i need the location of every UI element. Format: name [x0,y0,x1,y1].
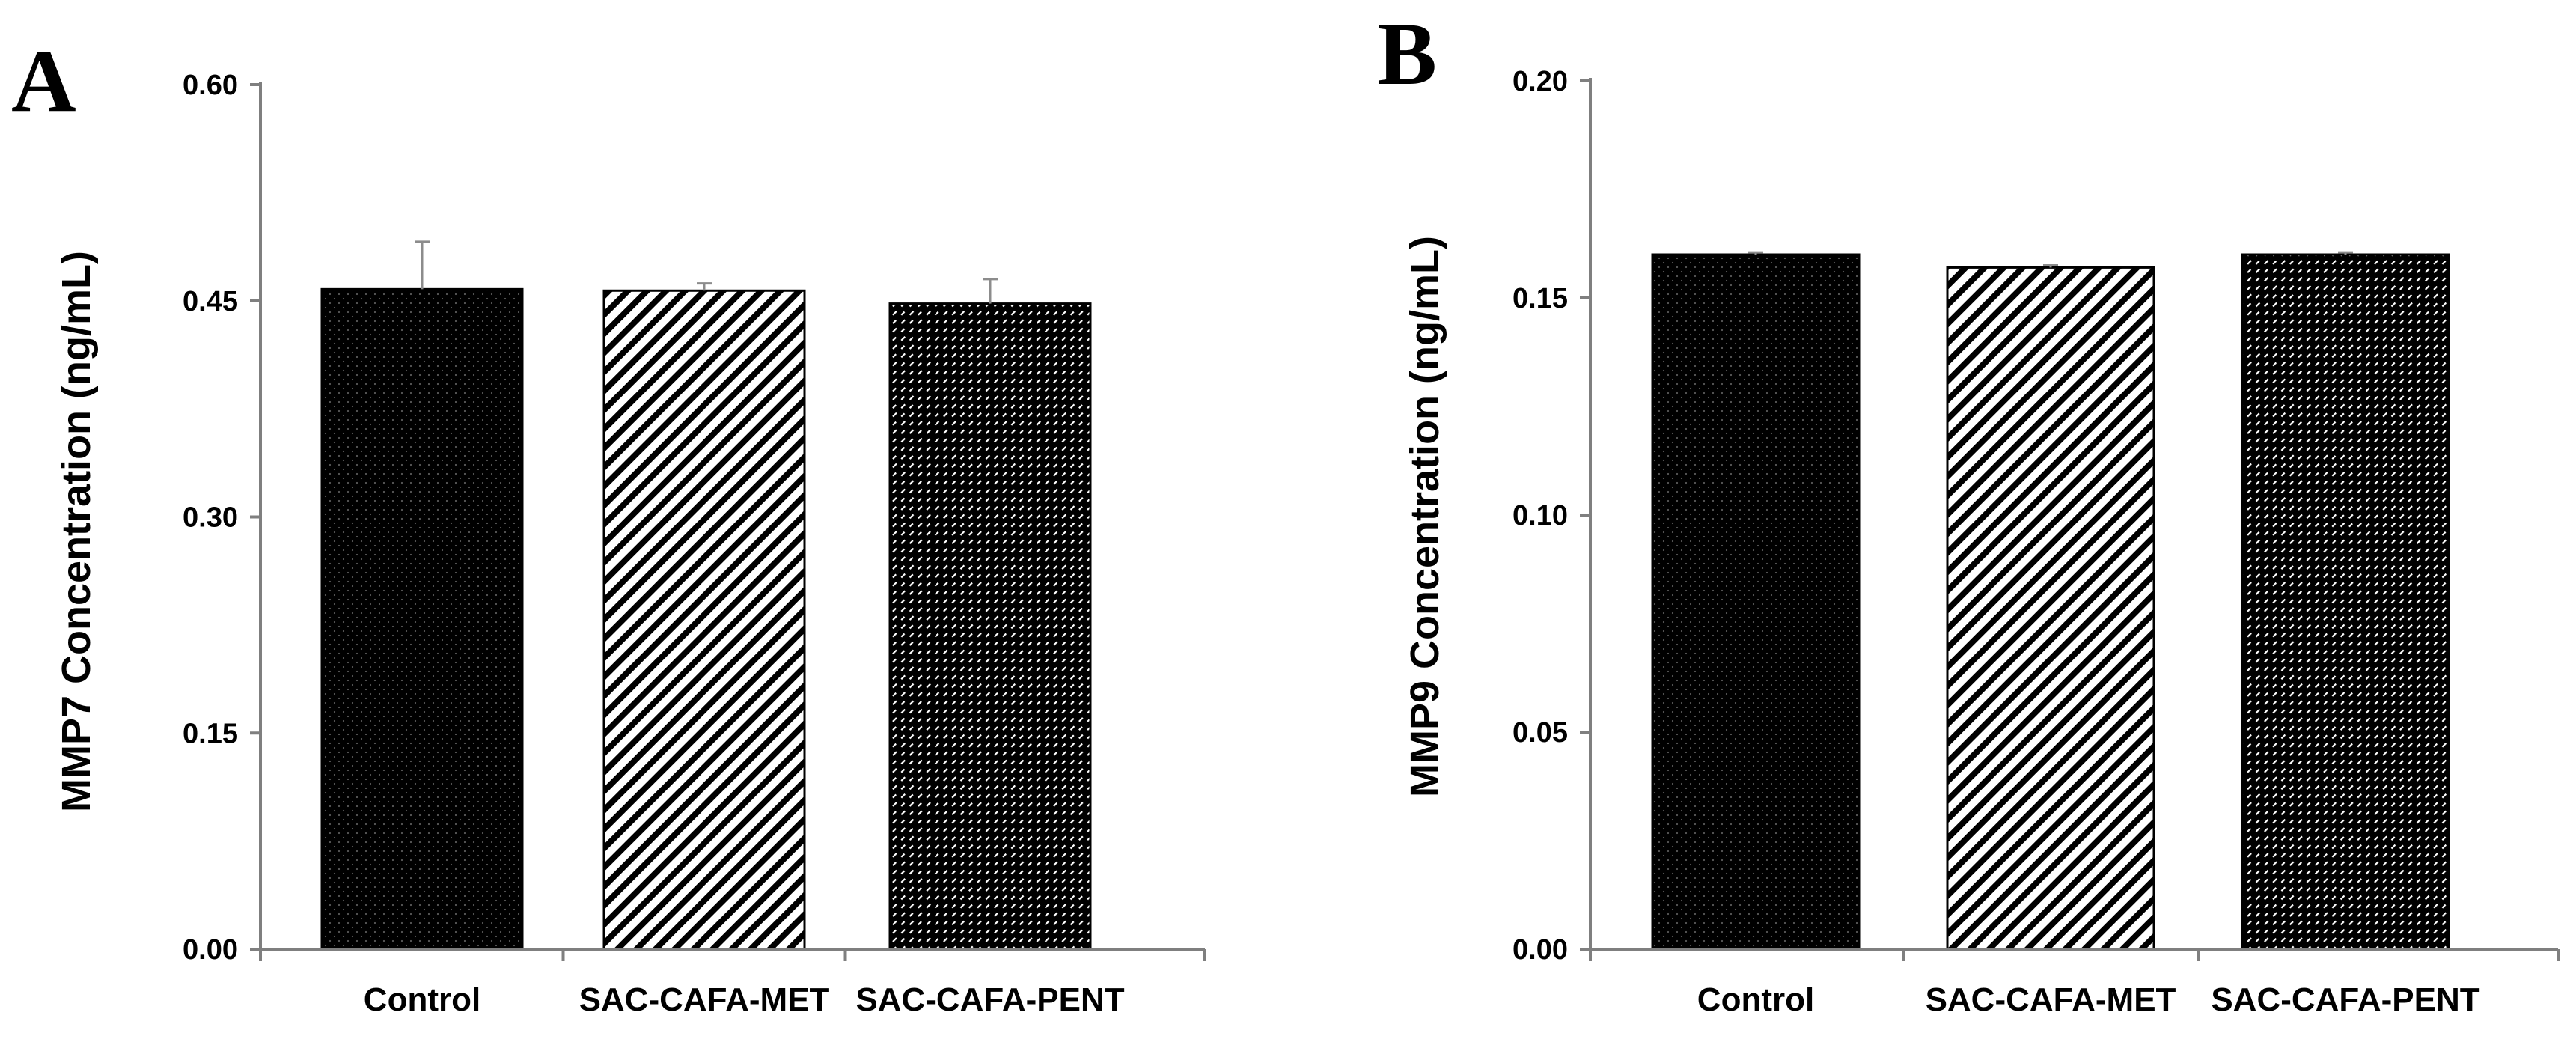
panel-a: A MMP7 Concentration (ng/mL) 0.00 0.15 0.3… [11,31,1206,1018]
panel-b-y-tick-label: 0.10 [1513,500,1568,531]
panel-b-y-axis-title: MMP9 Concentration (ng/mL) [1403,236,1447,797]
panel-a-y-tick-label: 0.15 [183,718,238,749]
panel-a-x-tick-label-2: SAC-CAFA-MET [579,981,830,1018]
panel-b-x-tick-label-3: SAC-CAFA-PENT [2211,981,2479,1018]
panel-b: B MMP9 Concentration (ng/mL) 0.00 0.05 0.1… [1377,4,2560,1018]
panel-b-x-tick-label-2: SAC-CAFA-MET [1926,981,2176,1018]
panel-a-y-axis-title: MMP7 Concentration (ng/mL) [54,251,99,812]
panel-b-y-tick-label: 0.05 [1513,717,1568,749]
panel-a-bars [320,240,1092,951]
panel-b-x-tick-label-1: Control [1697,981,1814,1018]
panel-a-y-tick-label: 0.30 [183,502,238,534]
panel-b-bar-3 [2241,253,2450,951]
panel-a-bar-2 [602,289,806,951]
panel-a-error-bar-3 [983,278,998,304]
panel-b-error-bar-2 [2043,264,2058,268]
panel-b-y-tick-label: 0.20 [1513,66,1568,97]
panel-b-bar-1 [1651,253,1861,951]
panel-b-bars [1651,251,2450,951]
panel-a-x-tick-label-1: Control [364,981,480,1018]
panel-b-y-tick-label: 0.15 [1513,283,1568,314]
panel-a-bar-1 [320,287,524,951]
panel-a-error-bar-2 [697,282,712,291]
panel-b-error-bar-1 [1748,251,1763,255]
panel-a-error-bar-1 [415,240,430,290]
panel-b-y-tick-label: 0.00 [1513,934,1568,966]
panel-b-error-bar-3 [2338,251,2353,255]
panel-b-bar-2 [1946,266,2155,951]
panel-a-axes: 0.00 0.15 0.30 0.45 0.60 Control SAC-CAFA-MET S… [183,70,1206,1018]
panel-b-axes: 0.00 0.05 0.10 0.15 0.20 Control SAC-CAFA-MET S… [1513,66,2560,1018]
panel-a-x-tick-label-3: SAC-CAFA-PENT [855,981,1124,1018]
panel-a-y-tick-label: 0.00 [183,934,238,966]
panel-a-letter: A [11,31,76,130]
panel-a-y-tick-label: 0.60 [183,70,238,101]
panel-b-letter: B [1377,4,1437,103]
panel-a-y-tick-label: 0.45 [183,286,238,317]
panel-a-bar-3 [888,302,1092,951]
